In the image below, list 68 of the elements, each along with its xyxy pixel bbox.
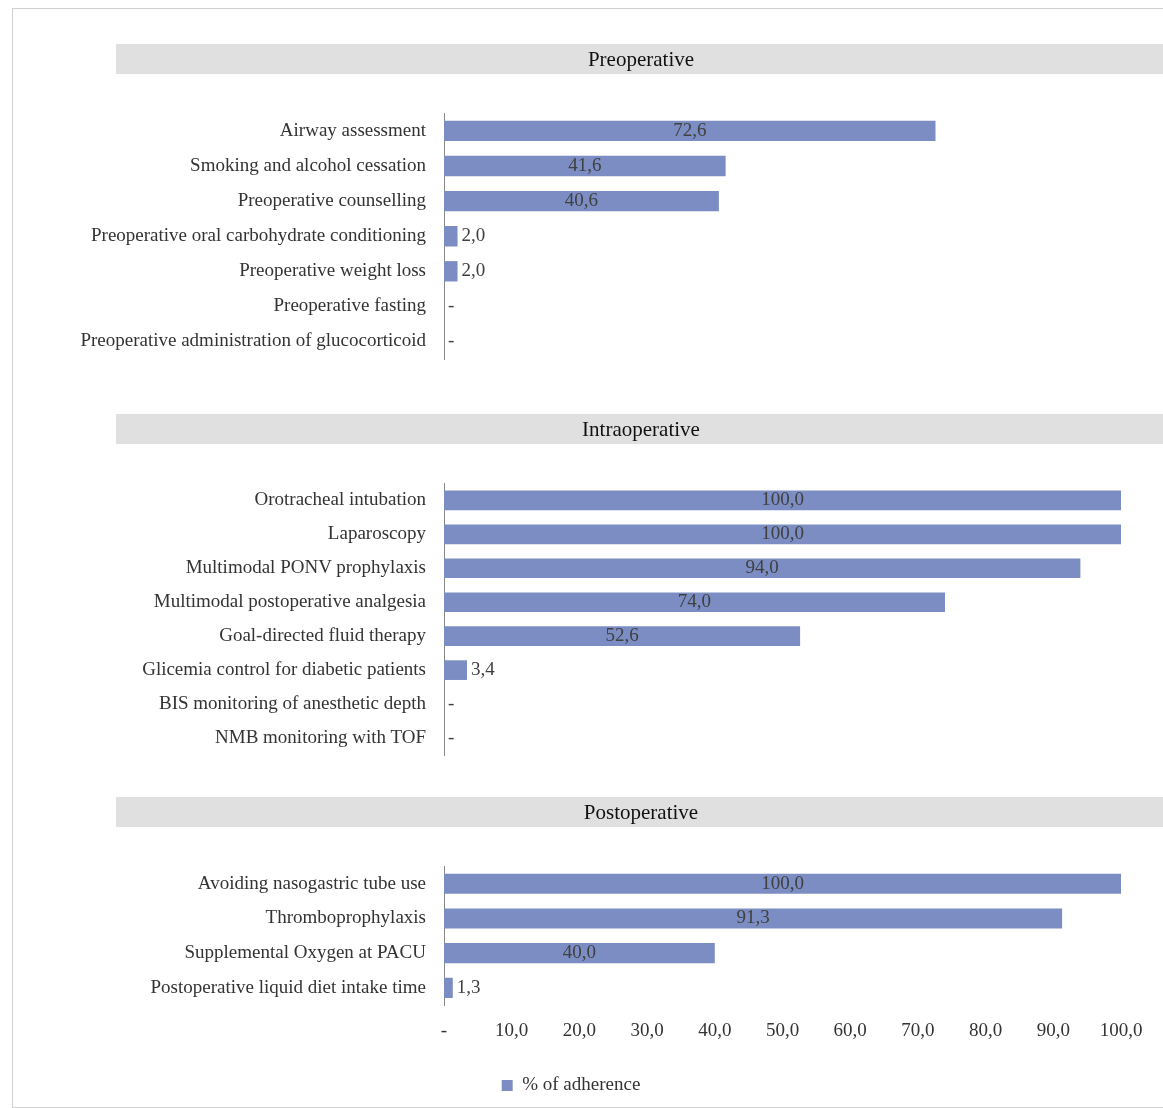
bar [444, 660, 468, 680]
x-tick-label: 100,0 [1099, 1018, 1143, 1040]
x-tick-label: 60,0 [833, 1018, 867, 1040]
data-label: 40,0 [562, 941, 597, 963]
y-tick-label: Supplemental Oxygen at PACU [184, 941, 427, 963]
data-label: 1,3 [456, 975, 481, 997]
bar [444, 155, 726, 177]
y-tick-label: Laparoscopy [327, 522, 427, 544]
y-tick-label: Preoperative counselling [237, 189, 427, 211]
data-label: 100,0 [761, 871, 804, 893]
bar [444, 977, 453, 998]
y-tick-label: Smoking and alcohol cessation [190, 154, 427, 176]
data-label: 2,0 [461, 224, 486, 246]
bar [444, 626, 801, 647]
data-label: 52,6 [605, 624, 639, 646]
x-tick-label: 40,0 [698, 1018, 732, 1040]
legend-label: % of adherence [522, 1073, 641, 1095]
y-tick-label: Thromboprophylaxis [265, 906, 426, 928]
data-label: - [448, 294, 455, 316]
bar [444, 190, 719, 212]
x-tick-label: 20,0 [562, 1018, 597, 1040]
x-tick-label: 70,0 [901, 1018, 935, 1040]
bar [444, 908, 1063, 929]
y-tick-label: Postoperative liquid diet intake time [150, 975, 426, 997]
y-tick-label: Preoperative oral carbohydrate conditioning [90, 224, 427, 246]
y-tick-label: Multimodal PONV prophylaxis [185, 556, 426, 578]
x-tick-label: 50,0 [765, 1018, 800, 1040]
chart-title: Postoperative [116, 797, 1163, 827]
data-label: 94,0 [745, 556, 779, 578]
y-tick-label: BIS monitoring of anesthetic depth [158, 692, 427, 714]
x-tick-label: - [440, 1018, 448, 1040]
data-label: - [448, 726, 455, 748]
data-label: 72,6 [673, 118, 707, 140]
data-label: 40,6 [564, 189, 599, 211]
data-label: 3,4 [471, 658, 496, 680]
bar [444, 120, 936, 142]
x-tick-label: 30,0 [630, 1018, 664, 1040]
bar [444, 524, 1121, 545]
x-tick-label: 90,0 [1036, 1018, 1070, 1040]
bar [444, 226, 458, 247]
data-label: 100,0 [761, 488, 804, 510]
bar [444, 873, 1121, 894]
y-tick-label: Avoiding nasogastric tube use [197, 871, 426, 893]
y-tick-label: Preoperative weight loss [239, 259, 426, 281]
data-label: 41,6 [568, 154, 602, 176]
data-label: 91,3 [736, 906, 770, 928]
bar [444, 592, 945, 613]
data-label: - [448, 692, 455, 714]
bar [444, 261, 458, 282]
data-label: 74,0 [677, 590, 712, 612]
bar [444, 490, 1121, 511]
y-tick-label: Airway assessment [279, 118, 427, 140]
y-tick-label: Preoperative fasting [273, 294, 427, 316]
y-tick-label: Glicemia control for diabetic patients [142, 658, 426, 680]
y-tick-label: Multimodal postoperative analgesia [153, 590, 427, 612]
data-label: 2,0 [461, 259, 486, 281]
chart-title: Intraoperative [116, 414, 1163, 444]
data-label: - [448, 329, 455, 351]
x-tick-label: 80,0 [968, 1018, 1003, 1040]
y-tick-label: NMB monitoring with TOF [215, 726, 426, 748]
y-tick-label: Orotracheal intubation [254, 488, 427, 510]
chart-title: Preoperative [116, 44, 1163, 74]
data-label: 100,0 [761, 522, 804, 544]
y-tick-label: Goal-directed fluid therapy [219, 624, 427, 646]
bar [444, 558, 1081, 579]
y-tick-label: Preoperative administration of glucocorticoid [80, 329, 427, 351]
x-tick-label: 10,0 [495, 1018, 529, 1040]
bar [444, 943, 715, 964]
